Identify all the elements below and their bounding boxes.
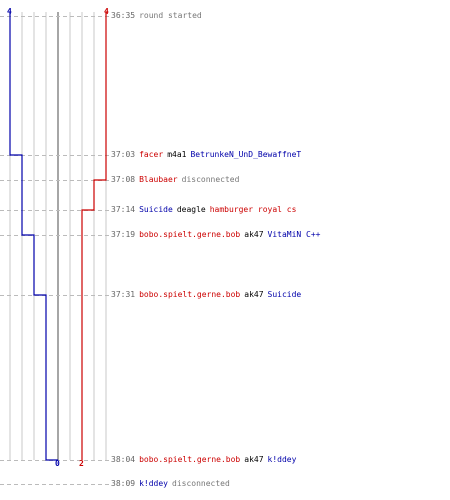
victim-name: BetrunkeN_UnD_BewaffneT (190, 150, 302, 159)
event-message: round started (139, 11, 202, 20)
event-time: 37:19 (111, 230, 136, 239)
weapon-name: deagle (176, 205, 206, 214)
event-time: 36:35 (111, 11, 136, 20)
score-label-red-start: 4 (104, 7, 109, 16)
event-time: 37:03 (111, 150, 136, 159)
score-label-red-end: 2 (79, 459, 84, 468)
event-row-kill: 37:03 facer m4a1 BetrunkeN_UnD_BewaffneT (111, 149, 305, 161)
event-row-disconnect: 37:08 Blaubaer disconnected (111, 174, 243, 186)
event-message: disconnected (172, 479, 230, 488)
player-name: k!ddey (139, 479, 168, 488)
player-name: Blaubaer (139, 175, 178, 184)
victim-name: Suicide (267, 290, 302, 299)
weapon-name: ak47 (244, 230, 264, 239)
killer-name: facer (139, 150, 164, 159)
event-row-round-start: 36:35 round started (111, 10, 206, 22)
blue-team-step-line (9, 12, 58, 461)
event-time: 37:31 (111, 290, 136, 299)
event-time: 37:08 (111, 175, 136, 184)
event-time: 37:14 (111, 205, 136, 214)
red-team-step-line (81, 12, 107, 460)
victim-name: hamburger royal cs (209, 205, 297, 214)
score-label-blue-start: 4 (7, 7, 12, 16)
killer-name: bobo.spielt.gerne.bob (139, 230, 241, 239)
event-row-kill: 37:19 bobo.spielt.gerne.bob ak47 VitaMiN C+… (111, 229, 325, 241)
weapon-name: ak47 (244, 290, 264, 299)
weapon-name: ak47 (244, 455, 264, 464)
event-time: 38:09 (111, 479, 136, 488)
event-row-kill: 37:31 bobo.spielt.gerne.bob ak47 Suicide (111, 289, 305, 301)
event-row-disconnect: 38:09 k!ddey disconnected (111, 478, 234, 490)
killer-name: Suicide (139, 205, 173, 214)
event-row-kill: 37:14 Suicide deagle hamburger royal cs (111, 204, 300, 216)
event-time: 38:04 (111, 455, 136, 464)
victim-name: k!ddey (267, 455, 297, 464)
killer-name: bobo.spielt.gerne.bob (139, 290, 241, 299)
killer-name: bobo.spielt.gerne.bob (139, 455, 241, 464)
event-message: disconnected (181, 175, 240, 184)
score-label-blue-end: 0 (55, 459, 60, 468)
event-row-kill: 38:04 bobo.spielt.gerne.bob ak47 k!ddey (111, 454, 300, 466)
victim-name: VitaMiN C++ (267, 230, 321, 239)
weapon-name: m4a1 (167, 150, 187, 159)
